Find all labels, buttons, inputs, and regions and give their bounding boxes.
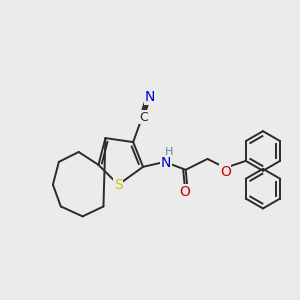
Text: S: S [114,178,123,192]
Text: N: N [161,156,171,170]
Text: H: H [165,147,173,157]
Text: N: N [145,91,155,104]
Text: O: O [179,184,190,199]
Text: C: C [140,111,148,124]
Text: O: O [220,165,231,179]
